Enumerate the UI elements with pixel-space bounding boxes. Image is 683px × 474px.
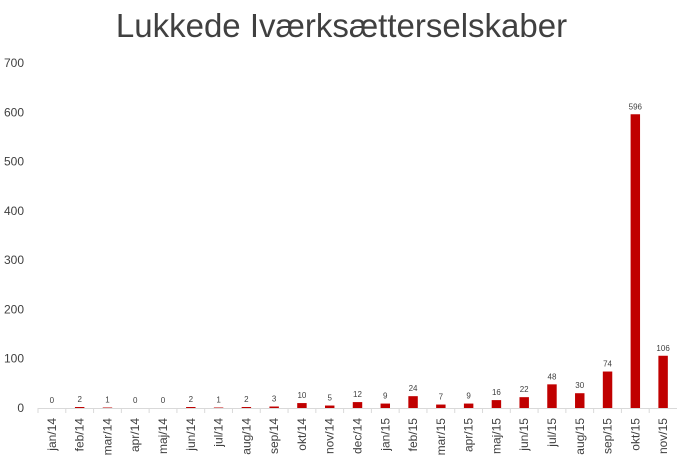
bar: [436, 404, 446, 408]
x-tick-label: jan/15: [378, 418, 392, 452]
data-label: 0: [133, 396, 138, 405]
bar: [547, 384, 557, 408]
x-tick-label: jul/15: [545, 418, 559, 448]
data-label: 10: [297, 391, 306, 400]
bar: [575, 393, 585, 408]
x-tick-label: apr/14: [128, 418, 142, 452]
data-label: 0: [161, 396, 166, 405]
data-label: 5: [327, 394, 332, 403]
bars: [74, 114, 668, 408]
data-label: 1: [216, 396, 221, 405]
x-tick-label: okt/15: [628, 418, 642, 451]
y-tick-label: 200: [4, 302, 24, 316]
bar: [519, 397, 529, 408]
data-label: 2: [189, 395, 194, 404]
y-tick-label: 600: [4, 105, 24, 119]
bar: [186, 407, 196, 408]
bar: [491, 400, 502, 408]
y-tick-label: 400: [4, 204, 24, 218]
data-label: 596: [629, 102, 643, 111]
x-tick-label: sep/15: [601, 418, 615, 454]
bar: [241, 407, 252, 408]
x-tick-label: feb/14: [73, 418, 87, 452]
x-tick-label: sep/14: [267, 418, 281, 454]
data-label: 74: [603, 360, 612, 369]
data-label: 3: [272, 395, 277, 404]
x-tick-label: okt/14: [295, 418, 309, 451]
bar: [630, 114, 641, 408]
data-label: 9: [383, 392, 388, 401]
bar: [297, 403, 307, 408]
x-tick-label: feb/15: [406, 418, 420, 452]
y-tick-label: 500: [4, 155, 24, 169]
bar: [408, 396, 418, 408]
bar: [74, 407, 85, 408]
y-tick-label: 100: [4, 352, 24, 366]
data-label: 106: [656, 344, 670, 353]
data-label: 2: [244, 395, 249, 404]
x-tick-label: nov/14: [323, 418, 337, 454]
bar: [269, 406, 279, 408]
bar: [658, 355, 668, 408]
data-label: 1: [105, 396, 110, 405]
data-label: 24: [409, 384, 418, 393]
y-tick-label: 700: [4, 56, 24, 70]
x-tick-label: maj/14: [156, 418, 170, 454]
data-label: 0: [50, 396, 55, 405]
x-tick-label: mar/14: [100, 418, 114, 456]
chart-title: Lukkede Iværksætterselskaber: [115, 7, 568, 44]
data-label: 30: [575, 381, 584, 390]
x-tick-label: dec/14: [351, 418, 365, 454]
data-label: 16: [492, 388, 501, 397]
data-label: 7: [439, 393, 444, 402]
x-tick-label: mar/15: [434, 418, 448, 456]
y-axis: 0 100 200 300 400 500 600 700: [4, 56, 24, 415]
data-label: 12: [353, 390, 362, 399]
x-tick-label: jun/14: [184, 418, 198, 452]
x-axis: jan/14 feb/14 mar/14 apr/14 maj/14 jun/14 jul/…: [37, 408, 677, 456]
data-label: 22: [520, 385, 529, 394]
x-tick-label: maj/15: [489, 418, 503, 454]
x-tick-label: aug/14: [239, 418, 253, 455]
x-tick-label: apr/15: [462, 418, 476, 452]
x-tick-label: jul/14: [212, 418, 226, 448]
x-tick-label: nov/15: [656, 418, 670, 454]
bar: [602, 371, 613, 408]
data-label: 2: [77, 395, 82, 404]
y-tick-label: 300: [4, 253, 24, 267]
x-tick-label: jun/15: [517, 418, 531, 452]
bar: [352, 402, 363, 408]
x-tick-label: aug/15: [573, 418, 587, 455]
y-tick-label: 0: [17, 401, 24, 415]
data-label: 9: [466, 392, 471, 401]
bar: [380, 403, 391, 408]
bar: [463, 403, 474, 408]
bar: [324, 405, 335, 408]
x-tick-label: jan/14: [45, 418, 59, 452]
data-label: 48: [548, 372, 557, 381]
